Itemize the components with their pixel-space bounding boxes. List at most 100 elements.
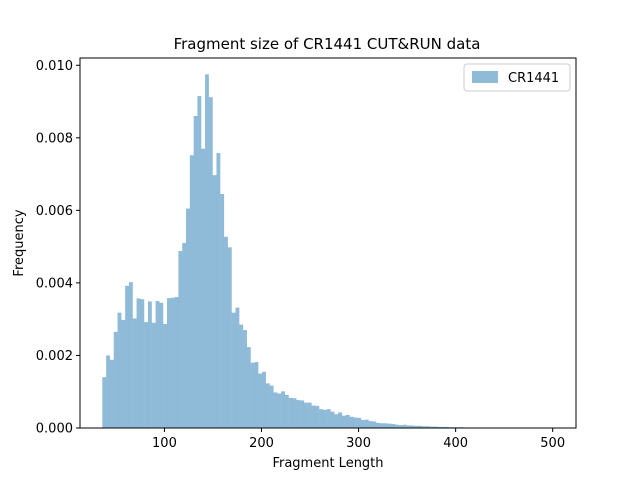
- histogram-bar: [296, 400, 301, 428]
- histogram-bar: [326, 409, 331, 428]
- histogram-bar: [292, 398, 297, 428]
- histogram-bar: [178, 250, 183, 428]
- histogram-bar: [117, 312, 122, 428]
- y-tick-label: 0.010: [36, 59, 73, 74]
- histogram-bar: [144, 322, 149, 428]
- histogram-bar: [319, 409, 324, 428]
- x-tick-label: 300: [346, 436, 371, 451]
- y-tick-label: 0.006: [36, 204, 73, 219]
- y-tick-label: 0.004: [36, 276, 73, 291]
- histogram-bar: [136, 298, 141, 428]
- histogram-bar: [421, 426, 426, 428]
- histogram-bar: [288, 397, 293, 428]
- histogram-bar: [193, 116, 198, 428]
- x-axis: 100 200 300 400 500: [152, 428, 565, 451]
- histogram-bar: [128, 282, 133, 428]
- histogram-bar: [106, 355, 110, 428]
- histogram-bar: [429, 426, 434, 428]
- histogram-bar: [425, 426, 430, 428]
- histogram-bar: [159, 302, 164, 428]
- histogram-bar: [205, 74, 209, 428]
- histogram-bar: [433, 426, 438, 428]
- histogram-bar: [273, 392, 278, 428]
- histogram-bar: [220, 194, 225, 428]
- histogram-bar: [197, 96, 202, 428]
- histogram-bars: [102, 74, 540, 429]
- histogram-bar: [399, 425, 403, 428]
- legend-box: [463, 63, 571, 92]
- histogram-bar: [357, 417, 362, 428]
- histogram-bar: [132, 318, 137, 428]
- histogram-bar: [113, 331, 118, 428]
- histogram-bar: [361, 420, 365, 428]
- histogram-bar: [277, 393, 282, 428]
- histogram-bar: [315, 405, 320, 428]
- histogram-bar: [342, 415, 346, 428]
- histogram-bar: [216, 153, 221, 429]
- histogram-bar: [250, 362, 255, 428]
- histogram-bar: [402, 424, 407, 428]
- histogram-bar: [167, 298, 171, 428]
- histogram-bar: [258, 373, 263, 428]
- y-tick-label: 0.000: [36, 422, 73, 437]
- histogram-bar: [395, 424, 400, 428]
- histogram-bar: [303, 402, 308, 428]
- histogram-bar: [140, 299, 145, 428]
- histogram-bar: [186, 208, 190, 428]
- histogram-bar: [410, 425, 415, 428]
- histogram-bar: [307, 402, 312, 428]
- histogram-bar: [353, 417, 358, 428]
- histogram-bar: [345, 414, 350, 428]
- histogram-bar: [440, 426, 445, 428]
- histogram-bar: [437, 426, 442, 428]
- histogram-bar: [102, 377, 107, 428]
- histogram-bar: [269, 385, 274, 428]
- histogram-bar: [383, 423, 388, 428]
- histogram-bar: [125, 285, 129, 428]
- histogram-bar: [208, 97, 213, 429]
- histogram-bar: [109, 359, 114, 428]
- histogram-bar: [418, 425, 422, 428]
- histogram-bar: [284, 394, 289, 428]
- histogram-bar: [147, 301, 152, 428]
- plot-frame: [79, 57, 577, 429]
- histogram-bar: [235, 307, 240, 428]
- histogram-bar: [311, 405, 316, 428]
- histogram-bar: [300, 400, 305, 428]
- histogram-bar: [163, 323, 168, 428]
- x-axis-label: Fragment Length: [272, 456, 383, 471]
- histogram-bar: [376, 422, 381, 428]
- histogram-bar: [121, 319, 126, 428]
- histogram-bar: [155, 301, 160, 428]
- histogram-bar: [323, 409, 327, 428]
- histogram-bar: [281, 391, 286, 428]
- x-tick-label: 200: [249, 436, 274, 451]
- histogram-bar: [246, 347, 251, 428]
- x-tick-label: 500: [540, 436, 565, 451]
- chart-title: Fragment size of CR1441 CUT&RUN data: [174, 35, 481, 53]
- y-tick-label: 0.008: [36, 131, 73, 146]
- histogram-bar: [239, 324, 244, 428]
- legend-label: CR1441: [508, 71, 559, 86]
- histogram-bar: [231, 312, 236, 428]
- histogram-bar: [364, 419, 369, 428]
- histogram-bar: [243, 330, 247, 428]
- histogram-bar: [372, 421, 377, 428]
- histogram-bar: [414, 425, 419, 428]
- histogram-bar: [151, 322, 156, 428]
- x-tick-label: 400: [443, 436, 468, 451]
- histogram-bar: [368, 421, 373, 428]
- y-tick-label: 0.002: [36, 349, 73, 364]
- histogram-bar: [212, 175, 217, 428]
- histogram-bar: [338, 412, 343, 428]
- histogram-bar: [262, 371, 266, 428]
- legend: CR1441: [463, 63, 571, 92]
- histogram-bar: [330, 411, 335, 428]
- histogram-bar: [174, 297, 179, 428]
- histogram-bar: [380, 423, 384, 428]
- histogram-bar: [265, 383, 270, 428]
- histogram-bar: [189, 155, 194, 428]
- legend-swatch: [472, 71, 498, 83]
- histogram-bar: [387, 423, 392, 428]
- histogram-bar: [227, 247, 232, 428]
